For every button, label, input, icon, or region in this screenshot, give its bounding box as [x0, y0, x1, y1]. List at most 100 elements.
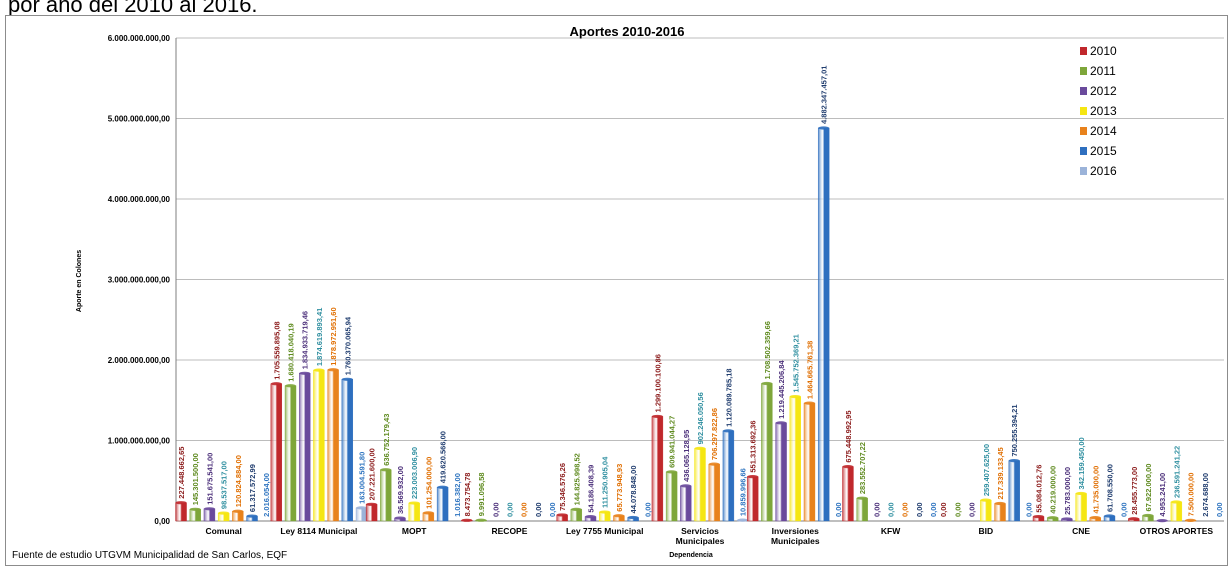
bar-cap: [461, 518, 473, 522]
data-label: 1.760.370.065,94: [343, 316, 352, 375]
bar-cap: [980, 498, 992, 502]
data-label: 25.783.000,00: [1063, 467, 1072, 515]
bar-cap: [313, 368, 325, 372]
data-label: 551.313.692,36: [749, 420, 758, 472]
data-label: 236.591.241,22: [1172, 446, 1181, 498]
category-labels: Comunal Ley 8114 Municipal MOPT RECOPE Ley 7…: [205, 526, 1213, 546]
legend-swatch: [1080, 107, 1087, 115]
bar-2010-0: [175, 502, 187, 522]
data-label: 0,00: [915, 502, 924, 517]
bar-2010-7: [842, 466, 854, 522]
bar-cap: [842, 465, 854, 469]
bar-2011-4: [570, 509, 583, 522]
data-label: 0,00: [491, 502, 500, 517]
bar-cap: [232, 509, 244, 513]
bar-2013-9: [1075, 493, 1087, 522]
data-label: 0,00: [534, 502, 543, 517]
data-label: 0,00: [1024, 502, 1033, 517]
bar-cap: [1047, 516, 1059, 520]
bar-2011-0: [189, 509, 201, 522]
data-label: 111.250.905,04: [601, 456, 610, 508]
data-label: 706.297.822,86: [710, 408, 719, 460]
data-label: 902.246.050,56: [696, 392, 705, 444]
category-label: Comunal: [205, 526, 241, 536]
bar-2010-6: [746, 476, 759, 522]
bar-2012-1: [299, 373, 311, 522]
bar-cap: [1061, 517, 1073, 521]
data-label: 283.552.707,22: [858, 442, 867, 494]
data-label: 0,00: [901, 502, 910, 517]
bar-2013-6: [789, 396, 801, 522]
bar-cap: [994, 501, 1006, 506]
y-tick-label: 0,00: [154, 517, 170, 526]
bar-cap: [613, 514, 625, 518]
bar-cap: [737, 518, 749, 522]
data-label: 0,00: [968, 502, 977, 517]
data-label: 1.219.445.206,84: [777, 360, 786, 419]
data-label: 2.016.054,00: [262, 473, 271, 517]
data-labels: 227.448.662,65 145.301.500,00 151.675.541,…: [177, 66, 1224, 517]
bar-cap: [189, 507, 201, 511]
data-label: 67.922.000,00: [1144, 464, 1153, 512]
chart-frame: Aportes 2010-2016 Aporte en Colones Depe…: [5, 15, 1228, 566]
bar-cap: [803, 401, 815, 405]
bar-cap: [789, 394, 801, 399]
data-label: 1.299.100.100,86: [653, 354, 662, 412]
bar-2016-1: [355, 507, 368, 522]
data-label: 2.674.688,00: [1201, 473, 1210, 517]
data-label: 0,00: [939, 502, 948, 517]
legend-swatch: [1080, 147, 1087, 155]
data-label: 342.159.450,00: [1077, 437, 1086, 489]
bar-2013-2: [408, 502, 420, 522]
category-label: CNE: [1072, 526, 1090, 536]
data-label: 750.255.394,21: [1010, 404, 1019, 456]
data-label: 163.004.591,80: [358, 452, 367, 504]
data-label: 36.569.932,00: [396, 466, 405, 514]
bar-cap: [1008, 459, 1020, 463]
data-label: 9.991.096,58: [477, 472, 486, 516]
bar-cap: [394, 516, 406, 520]
axes: Aportes 2010-2016 Aporte en Colones Depe…: [76, 24, 1224, 559]
bar-cap: [694, 446, 706, 450]
bar-cap: [1075, 491, 1087, 496]
bar-cap: [475, 518, 487, 522]
bar-2011-5: [665, 471, 678, 522]
data-label: 207.221.600,00: [368, 448, 377, 500]
data-label: 151.675.541,00: [205, 453, 214, 505]
data-label: 61.708.550,00: [1105, 464, 1114, 512]
y-axis-label: Aporte en Colones: [76, 250, 83, 312]
data-label: 436.065.128,95: [682, 430, 691, 482]
bar-cap: [818, 126, 830, 130]
data-label: 75.346.576,26: [558, 463, 567, 511]
legend-label: 2014: [1090, 124, 1117, 138]
bar-cap: [285, 384, 297, 388]
y-tick-label: 3.000.000.000,00: [108, 276, 171, 285]
y-tick-label: 5.000.000.000,00: [108, 115, 171, 124]
data-label: 65.773.948,93: [615, 464, 624, 512]
legend-label: 2011: [1090, 64, 1116, 78]
bar-cap: [627, 515, 639, 520]
bar-chart: Aportes 2010-2016 Aporte en Colones Depe…: [76, 24, 1224, 559]
data-label: 4.882.347.457,01: [820, 66, 829, 124]
category-label: Servicios: [681, 526, 719, 536]
bar-cap: [666, 470, 678, 474]
legend-swatch: [1080, 127, 1087, 135]
data-label: 609.941.044,27: [668, 416, 677, 468]
bar-2010-5: [651, 416, 664, 522]
legend-swatch: [1080, 167, 1087, 175]
bar-2015-2: [436, 487, 449, 522]
y-tick-label: 1.000.000.000,00: [108, 437, 171, 446]
data-label: 54.186.408,39: [587, 465, 596, 513]
bar-cap: [1089, 516, 1101, 520]
category-label: Inversiones: [772, 526, 820, 536]
bar-cap: [747, 475, 759, 479]
legend-swatch: [1080, 87, 1087, 95]
bar-2013-10: [1170, 501, 1183, 522]
bar-cap: [366, 502, 378, 506]
bar-cap: [1156, 519, 1168, 523]
bar-2014-8: [994, 503, 1006, 522]
bar-cap: [556, 513, 568, 517]
bar-cap: [856, 496, 868, 500]
intro-text: por año del 2010 al 2016.: [8, 0, 258, 17]
bar-cap: [175, 501, 187, 505]
